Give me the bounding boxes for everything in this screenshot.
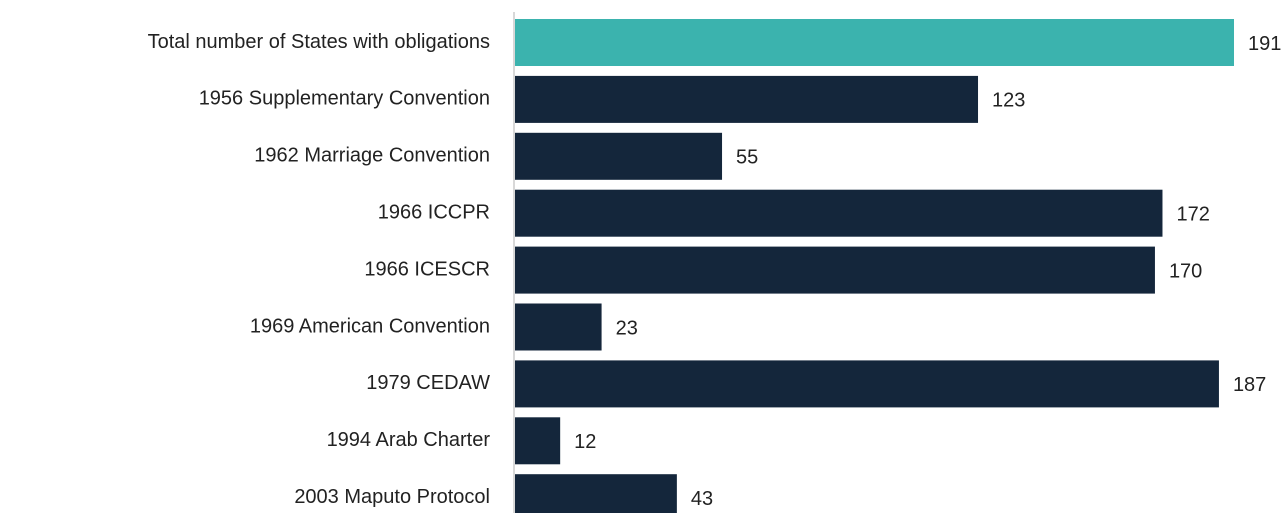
value-label: 55 xyxy=(736,147,758,169)
value-label: 12 xyxy=(574,431,596,453)
value-label: 187 xyxy=(1233,374,1266,396)
value-label: 43 xyxy=(691,488,713,510)
bar xyxy=(515,474,677,513)
value-label: 23 xyxy=(616,317,638,339)
bar xyxy=(515,360,1219,408)
value-label: 170 xyxy=(1169,260,1202,282)
category-label: 2003 Maputo Protocol xyxy=(294,486,490,508)
bar xyxy=(515,417,561,465)
bar xyxy=(515,303,602,351)
value-label: 191 xyxy=(1248,33,1281,55)
bar xyxy=(515,19,1234,66)
category-label: 1969 American Convention xyxy=(250,315,490,337)
category-label: Total number of States with obligations xyxy=(148,31,490,53)
value-label: 123 xyxy=(992,90,1025,112)
bar xyxy=(515,246,1155,294)
value-label: 172 xyxy=(1176,203,1209,225)
category-label: 1966 ICCPR xyxy=(378,201,490,223)
bar xyxy=(515,75,979,123)
category-label: 1966 ICESCR xyxy=(364,258,490,280)
category-label: 1994 Arab Charter xyxy=(327,429,491,451)
category-label: 1979 CEDAW xyxy=(366,372,490,394)
category-label: 1956 Supplementary Convention xyxy=(199,88,490,110)
bar xyxy=(515,132,723,180)
category-label: 1962 Marriage Convention xyxy=(254,145,490,167)
bar xyxy=(515,189,1163,237)
